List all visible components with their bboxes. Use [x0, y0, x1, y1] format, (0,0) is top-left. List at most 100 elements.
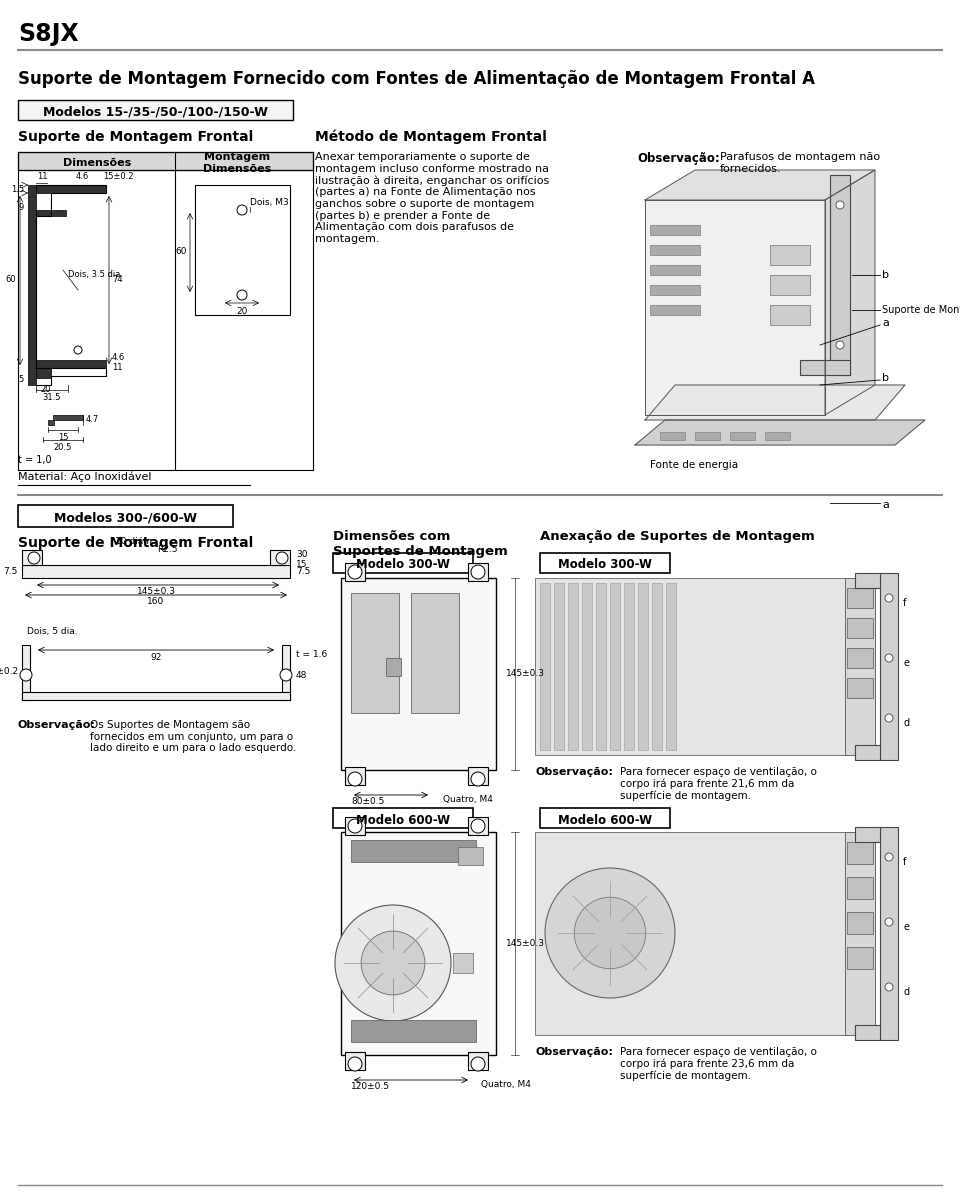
Polygon shape	[645, 385, 905, 420]
Bar	[18, 152, 313, 170]
Circle shape	[471, 819, 485, 833]
Circle shape	[74, 346, 82, 354]
Bar	[22, 565, 290, 578]
Bar	[18, 152, 313, 170]
Text: R2.5: R2.5	[157, 545, 178, 554]
Bar	[847, 588, 873, 608]
Text: Anexação de Suportes de Montagem: Anexação de Suportes de Montagem	[540, 530, 815, 543]
Text: 32±0.2: 32±0.2	[0, 668, 18, 676]
Bar	[847, 841, 873, 864]
Bar	[18, 101, 293, 120]
Circle shape	[885, 853, 893, 861]
Circle shape	[885, 594, 893, 602]
Text: Modelos 15-/35-/50-/100-/150-W: Modelos 15-/35-/50-/100-/150-W	[42, 105, 268, 119]
Bar	[800, 360, 850, 375]
Text: 60: 60	[6, 275, 16, 285]
Text: Dimensões com
Suportes de Montagem: Dimensões com Suportes de Montagem	[333, 530, 508, 558]
Text: Os Suportes de Montagem são
fornecidos em um conjunto, um para o
lado direito e : Os Suportes de Montagem são fornecidos e…	[90, 721, 297, 753]
Bar	[847, 678, 873, 698]
Text: Observação:: Observação:	[637, 152, 720, 165]
Text: t = 1.6: t = 1.6	[296, 650, 327, 660]
Text: 80±0.5: 80±0.5	[351, 797, 384, 806]
Text: f: f	[903, 857, 906, 867]
Text: Suporte de Montagem Frontal: Suporte de Montagem Frontal	[18, 536, 253, 549]
Bar	[650, 285, 700, 294]
Text: Montagem
Dimensões: Montagem Dimensões	[203, 152, 271, 174]
Text: 160: 160	[148, 597, 164, 606]
Text: 20: 20	[40, 385, 51, 394]
Circle shape	[237, 290, 247, 300]
Bar	[730, 432, 755, 440]
Bar	[650, 245, 700, 255]
Circle shape	[348, 1057, 362, 1071]
Text: S8JX: S8JX	[18, 22, 79, 45]
Bar	[22, 692, 290, 700]
Text: 20: 20	[236, 306, 248, 316]
Bar	[22, 549, 42, 565]
Text: 15±0.2: 15±0.2	[103, 172, 133, 181]
Text: a: a	[882, 500, 889, 510]
Text: Para fornecer espaço de ventilação, o
corpo irá para frente 23,6 mm da
superfíci: Para fornecer espaço de ventilação, o co…	[620, 1047, 817, 1081]
Circle shape	[471, 772, 485, 786]
Bar	[345, 818, 365, 836]
Bar	[695, 432, 720, 440]
Circle shape	[276, 552, 288, 564]
Bar	[22, 645, 30, 700]
Bar	[351, 840, 476, 862]
Bar	[453, 953, 473, 973]
Bar	[845, 832, 875, 1035]
Text: 31.5: 31.5	[43, 393, 61, 402]
Bar	[610, 583, 620, 751]
Text: e: e	[903, 658, 909, 668]
Bar	[341, 832, 496, 1055]
Text: Dimensões: Dimensões	[62, 158, 132, 168]
Text: 74: 74	[112, 275, 123, 285]
Bar	[650, 265, 700, 275]
Circle shape	[335, 905, 451, 1021]
Bar	[847, 877, 873, 899]
Polygon shape	[645, 170, 875, 200]
Text: Para fornecer espaço de ventilação, o
corpo irá para frente 21,6 mm da
superfíci: Para fornecer espaço de ventilação, o co…	[620, 767, 817, 802]
Bar	[855, 1025, 880, 1040]
Bar	[345, 1052, 365, 1070]
Circle shape	[20, 669, 32, 681]
Circle shape	[280, 669, 292, 681]
Text: Observação:: Observação:	[535, 1047, 612, 1057]
Text: Dois, M3: Dois, M3	[250, 199, 289, 207]
Bar	[847, 648, 873, 668]
Text: Suporte de Montagem: Suporte de Montagem	[882, 305, 960, 315]
Text: 60: 60	[176, 248, 187, 256]
Text: Quatro, M4: Quatro, M4	[443, 795, 492, 804]
Circle shape	[471, 565, 485, 579]
Bar	[847, 618, 873, 638]
Bar	[650, 305, 700, 315]
Text: Dois, 3.5 dia.: Dois, 3.5 dia.	[68, 271, 123, 279]
Bar	[638, 583, 648, 751]
Text: 9: 9	[19, 202, 24, 212]
Bar	[36, 186, 106, 193]
Circle shape	[348, 772, 362, 786]
Bar	[28, 186, 36, 385]
Text: 11: 11	[36, 172, 47, 181]
Polygon shape	[825, 170, 875, 415]
Text: f: f	[903, 598, 906, 608]
Bar	[468, 563, 488, 581]
Bar	[650, 225, 700, 235]
Circle shape	[574, 898, 646, 968]
Bar	[195, 186, 290, 315]
Bar	[333, 553, 473, 573]
Text: 145±0.3: 145±0.3	[506, 669, 545, 679]
Bar	[880, 573, 898, 760]
Bar	[770, 245, 810, 265]
Bar	[568, 583, 578, 751]
Bar	[582, 583, 592, 751]
Text: Modelo 600-W: Modelo 600-W	[558, 814, 652, 826]
Text: 48: 48	[296, 670, 307, 680]
Text: Quatro, M4: Quatro, M4	[481, 1080, 531, 1089]
Text: d: d	[903, 988, 909, 997]
Bar	[345, 563, 365, 581]
Bar	[386, 658, 401, 676]
Text: 10 diám.: 10 diám.	[115, 537, 155, 546]
Circle shape	[885, 654, 893, 662]
Bar	[830, 175, 850, 375]
